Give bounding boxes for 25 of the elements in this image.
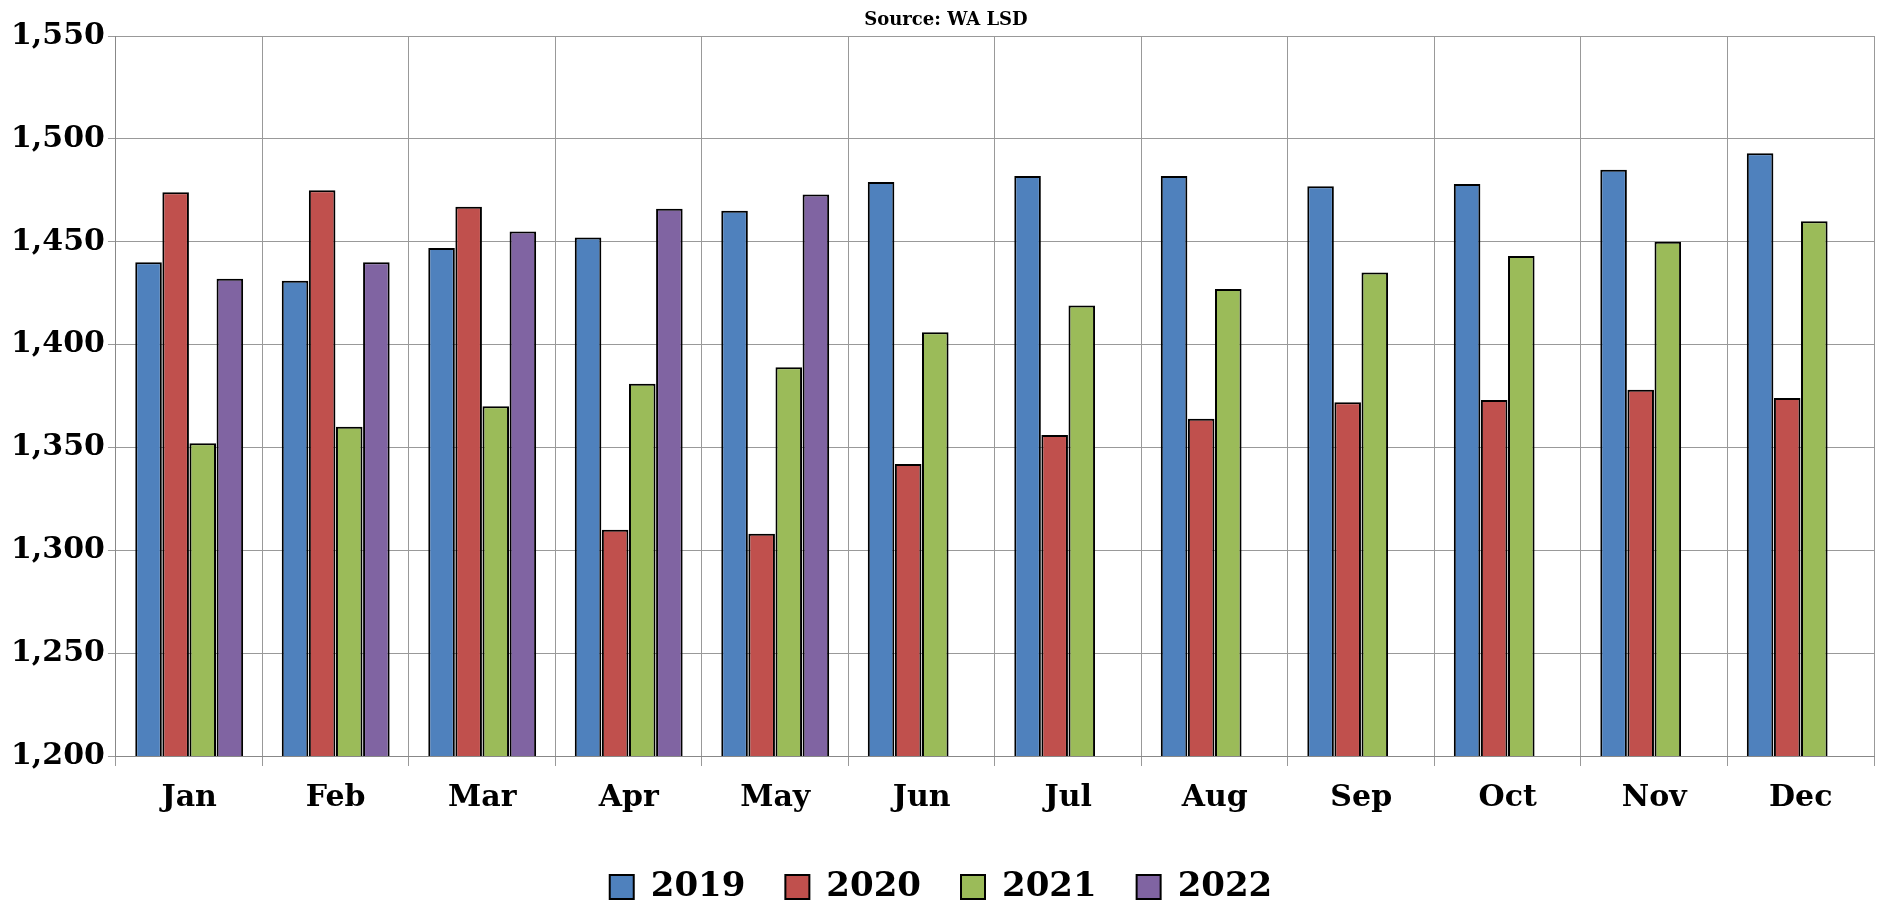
x-tick-label: Sep — [1330, 777, 1393, 813]
x-tick-label: Nov — [1621, 777, 1689, 813]
y-tick-label: 1,250 — [10, 632, 105, 668]
x-tick-label: Oct — [1478, 777, 1537, 813]
x-tick-label: Dec — [1769, 777, 1833, 813]
legend-label: 2020 — [826, 863, 922, 904]
x-tick-label: Jul — [1041, 777, 1092, 813]
chart-subtitle: Source: WA LSD — [864, 8, 1028, 29]
legend-label: 2022 — [1177, 863, 1273, 904]
y-tick-label: 1,450 — [10, 221, 105, 257]
y-tick-label: 1,500 — [10, 118, 105, 154]
x-tick-label: Apr — [597, 777, 660, 813]
y-tick-label: 1,350 — [10, 427, 105, 463]
y-tick-label: 1,300 — [10, 530, 105, 566]
x-tick-label: Aug — [1180, 777, 1248, 813]
x-tick-label: May — [740, 777, 812, 813]
x-tick-label: Jan — [158, 777, 218, 813]
y-tick-label: 1,400 — [10, 324, 105, 360]
x-tick-label: Jun — [889, 777, 951, 813]
x-tick-label: Mar — [447, 777, 518, 813]
legend-label: 2021 — [1002, 863, 1097, 904]
y-tick-label: 1,550 — [10, 15, 105, 51]
legend-label: 2019 — [650, 863, 746, 904]
x-tick-label: Feb — [305, 777, 366, 813]
y-tick-label: 1,200 — [10, 735, 105, 771]
